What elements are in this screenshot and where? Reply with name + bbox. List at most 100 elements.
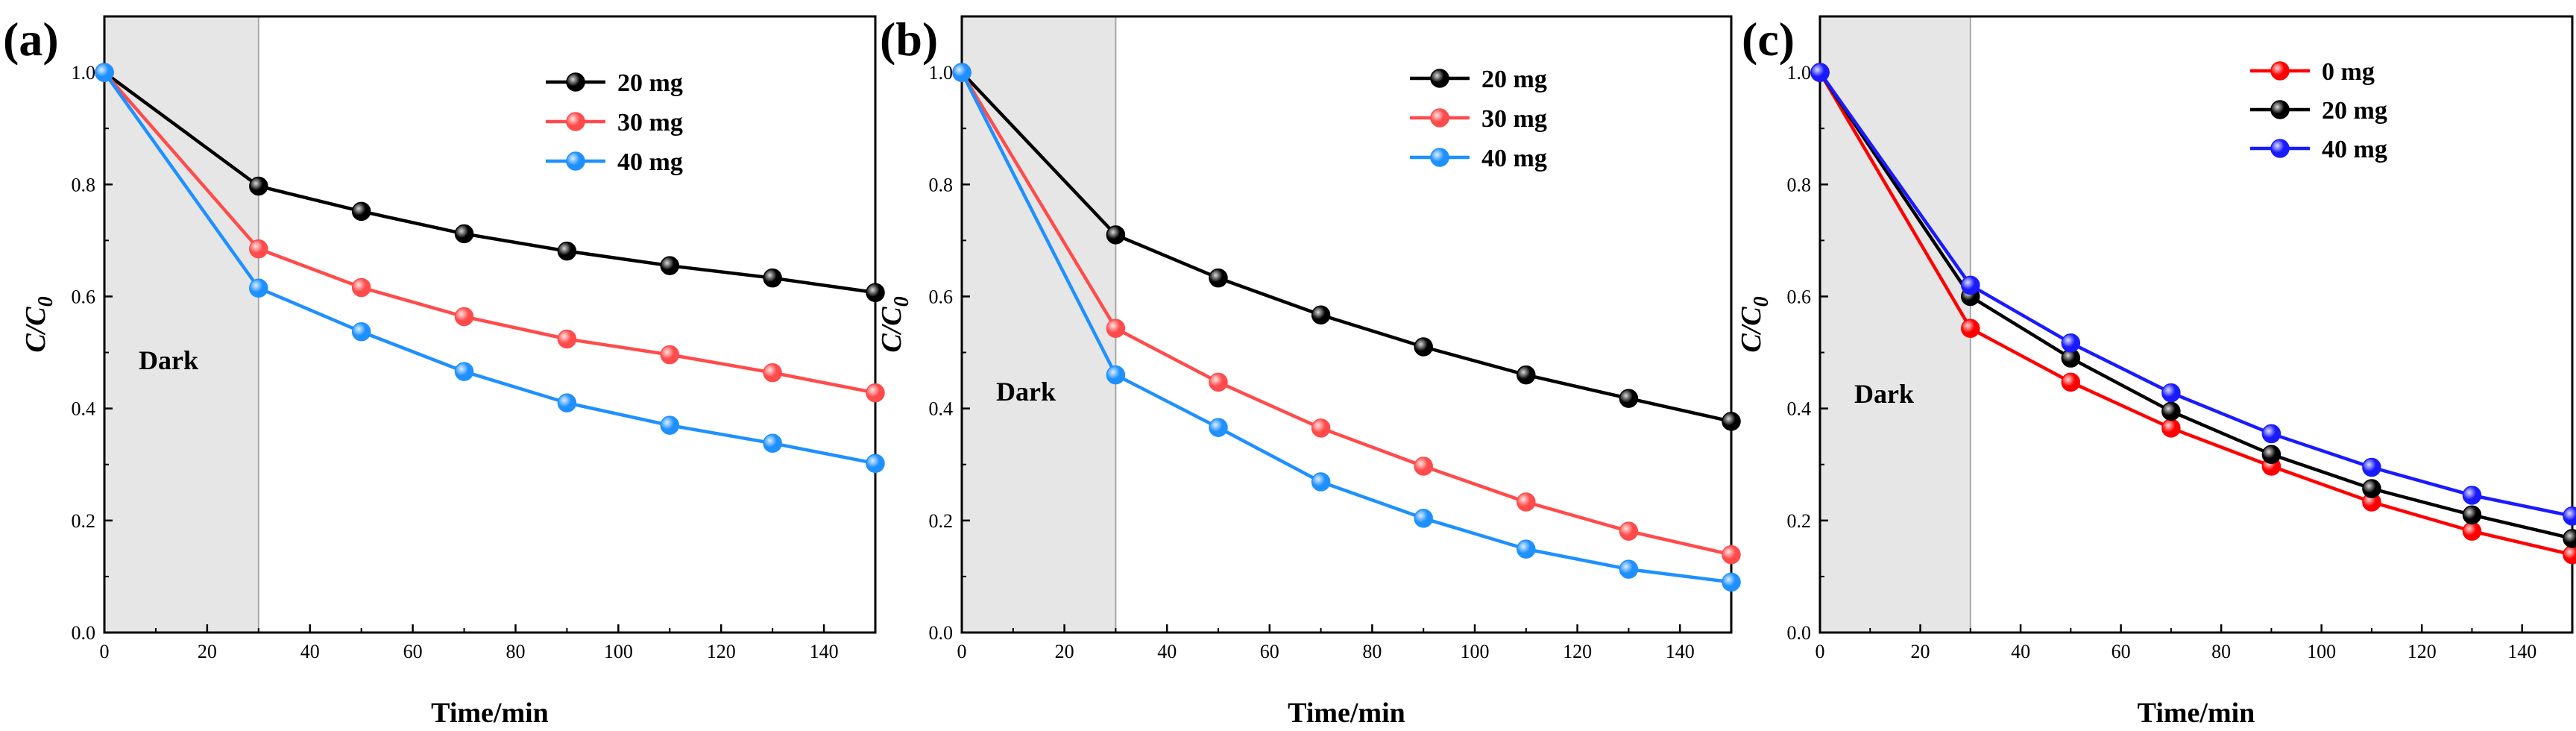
data-point bbox=[1311, 418, 1331, 438]
data-point bbox=[249, 239, 268, 259]
x-tick-label: 120 bbox=[2407, 641, 2437, 662]
data-point bbox=[2362, 457, 2381, 477]
y-axis-label-main: C/C bbox=[876, 307, 907, 353]
data-point bbox=[1810, 63, 1830, 82]
series-40-mg bbox=[952, 63, 1741, 592]
data-point bbox=[2563, 506, 2576, 526]
data-point bbox=[351, 201, 371, 222]
legend-entry: 20 mg bbox=[1410, 66, 1547, 93]
data-point bbox=[1517, 539, 1536, 559]
series-30-mg bbox=[95, 63, 885, 403]
x-tick-label: 20 bbox=[198, 641, 217, 662]
x-tick-label: 40 bbox=[1157, 641, 1177, 662]
data-point bbox=[1414, 457, 1433, 476]
x-tick-label: 60 bbox=[403, 641, 423, 662]
data-point bbox=[249, 278, 268, 298]
data-point bbox=[557, 393, 577, 412]
data-point bbox=[1722, 572, 1741, 592]
series-line bbox=[960, 71, 1732, 424]
y-tick-label: 1.0 bbox=[929, 62, 954, 84]
data-point bbox=[866, 454, 885, 473]
data-point bbox=[1619, 521, 1639, 541]
y-axis-label-main: C/C bbox=[1736, 307, 1767, 353]
series-line bbox=[103, 71, 876, 465]
x-tick-label: 80 bbox=[1362, 641, 1382, 662]
y-tick-label: 1.0 bbox=[1787, 62, 1812, 84]
data-point bbox=[1517, 492, 1536, 512]
data-point bbox=[763, 268, 782, 288]
legend-label: 30 mg bbox=[617, 109, 683, 137]
y-tick-label: 0.0 bbox=[72, 622, 96, 644]
legend-marker bbox=[1430, 108, 1449, 128]
y-tick-label: 0.8 bbox=[1787, 174, 1812, 195]
legend-entry: 30 mg bbox=[546, 109, 683, 137]
x-tick-label: 100 bbox=[1461, 641, 1490, 662]
legend-marker bbox=[566, 112, 585, 131]
x-tick-label: 80 bbox=[506, 641, 525, 662]
data-point bbox=[2261, 424, 2281, 444]
legend-entry: 20 mg bbox=[2250, 97, 2387, 125]
data-point bbox=[2462, 486, 2482, 505]
data-point bbox=[2061, 333, 2081, 353]
y-axis-label-main: C/C bbox=[20, 307, 51, 353]
data-point bbox=[1209, 268, 1228, 288]
legend-marker bbox=[2270, 139, 2290, 158]
x-tick-label: 120 bbox=[1563, 641, 1592, 662]
legend-label: 40 mg bbox=[2322, 136, 2387, 163]
data-point bbox=[2563, 529, 2576, 548]
panel-label: (c) bbox=[1742, 13, 1795, 66]
data-point bbox=[557, 329, 577, 349]
series-20-mg bbox=[952, 63, 1741, 431]
y-axis-label: C/C0 bbox=[20, 296, 57, 352]
y-tick-label: 0.2 bbox=[72, 510, 96, 532]
series-line bbox=[1818, 71, 2573, 556]
data-point bbox=[2061, 372, 2081, 392]
x-tick-label: 80 bbox=[2211, 641, 2231, 662]
data-point bbox=[660, 345, 680, 365]
data-point bbox=[351, 322, 371, 342]
x-axis-label: Time/min bbox=[1288, 697, 1405, 729]
x-tick-label: 100 bbox=[2307, 641, 2336, 662]
legend-label: 20 mg bbox=[1481, 66, 1547, 93]
data-point bbox=[2161, 418, 2181, 438]
data-point bbox=[1209, 418, 1228, 437]
series-line bbox=[103, 71, 876, 295]
y-tick-label: 0.4 bbox=[929, 398, 954, 420]
series-20-mg bbox=[1810, 63, 2576, 548]
x-tick-label: 40 bbox=[300, 641, 320, 662]
x-tick-label: 140 bbox=[810, 641, 839, 662]
x-tick-label: 0 bbox=[1816, 641, 1825, 662]
series-40-mg bbox=[1810, 63, 2576, 526]
data-point bbox=[2261, 445, 2281, 464]
x-axis-label: Time/min bbox=[2138, 697, 2255, 729]
data-point bbox=[95, 63, 114, 82]
data-point bbox=[2161, 383, 2181, 403]
series-40-mg bbox=[95, 63, 885, 473]
data-point bbox=[1619, 389, 1639, 408]
y-axis-label-subscript: 0 bbox=[34, 296, 57, 307]
legend-marker bbox=[1430, 69, 1449, 88]
data-point bbox=[1106, 365, 1126, 385]
data-point bbox=[1961, 319, 1980, 339]
legend-marker bbox=[2270, 100, 2290, 119]
data-point bbox=[1961, 275, 1980, 295]
y-tick-label: 1.0 bbox=[72, 62, 96, 84]
y-tick-label: 0.0 bbox=[1787, 622, 1812, 644]
data-point bbox=[2362, 479, 2381, 498]
legend-marker bbox=[2270, 61, 2290, 81]
data-point bbox=[660, 256, 680, 275]
legend-entry: 20 mg bbox=[546, 69, 683, 97]
x-tick-label: 60 bbox=[1260, 641, 1279, 662]
data-point bbox=[1414, 509, 1433, 528]
y-tick-label: 0.8 bbox=[929, 174, 954, 195]
dark-region-label: Dark bbox=[996, 377, 1056, 407]
x-tick-label: 20 bbox=[1055, 641, 1074, 662]
x-tick-label: 0 bbox=[100, 641, 110, 662]
y-axis-label-subscript: 0 bbox=[1750, 296, 1773, 307]
panel-label: (b) bbox=[880, 13, 938, 66]
x-tick-label: 120 bbox=[707, 641, 736, 662]
y-tick-label: 0.6 bbox=[929, 286, 954, 307]
legend-label: 0 mg bbox=[2322, 58, 2375, 86]
x-tick-label: 140 bbox=[2507, 641, 2536, 662]
y-axis-label: C/C0 bbox=[876, 296, 913, 352]
